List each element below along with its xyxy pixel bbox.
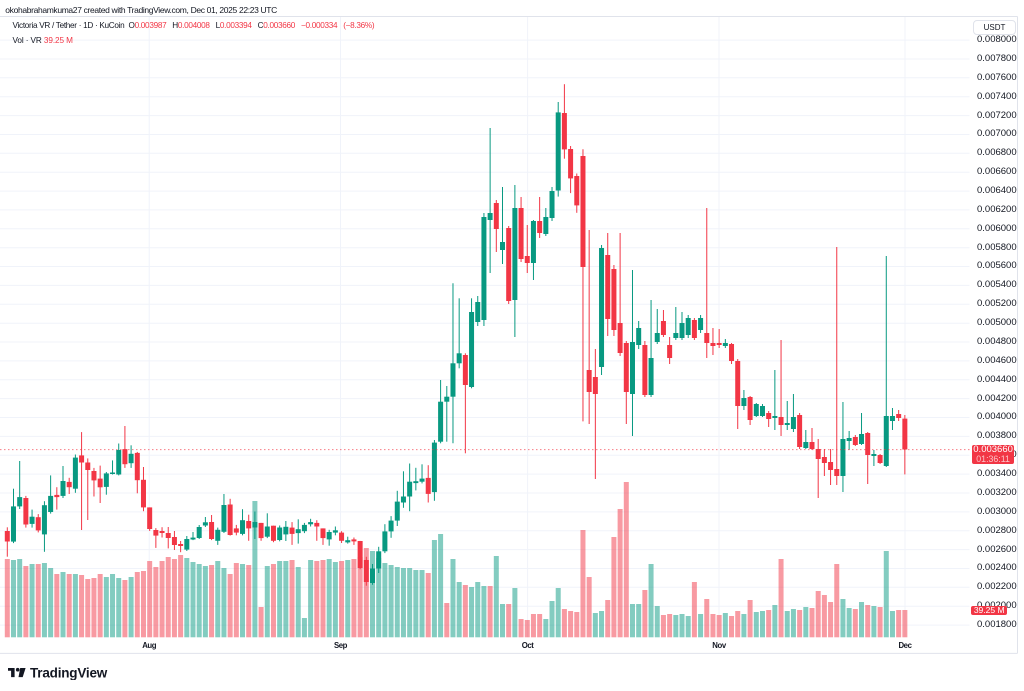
svg-text:TradingView: TradingView <box>30 665 108 680</box>
